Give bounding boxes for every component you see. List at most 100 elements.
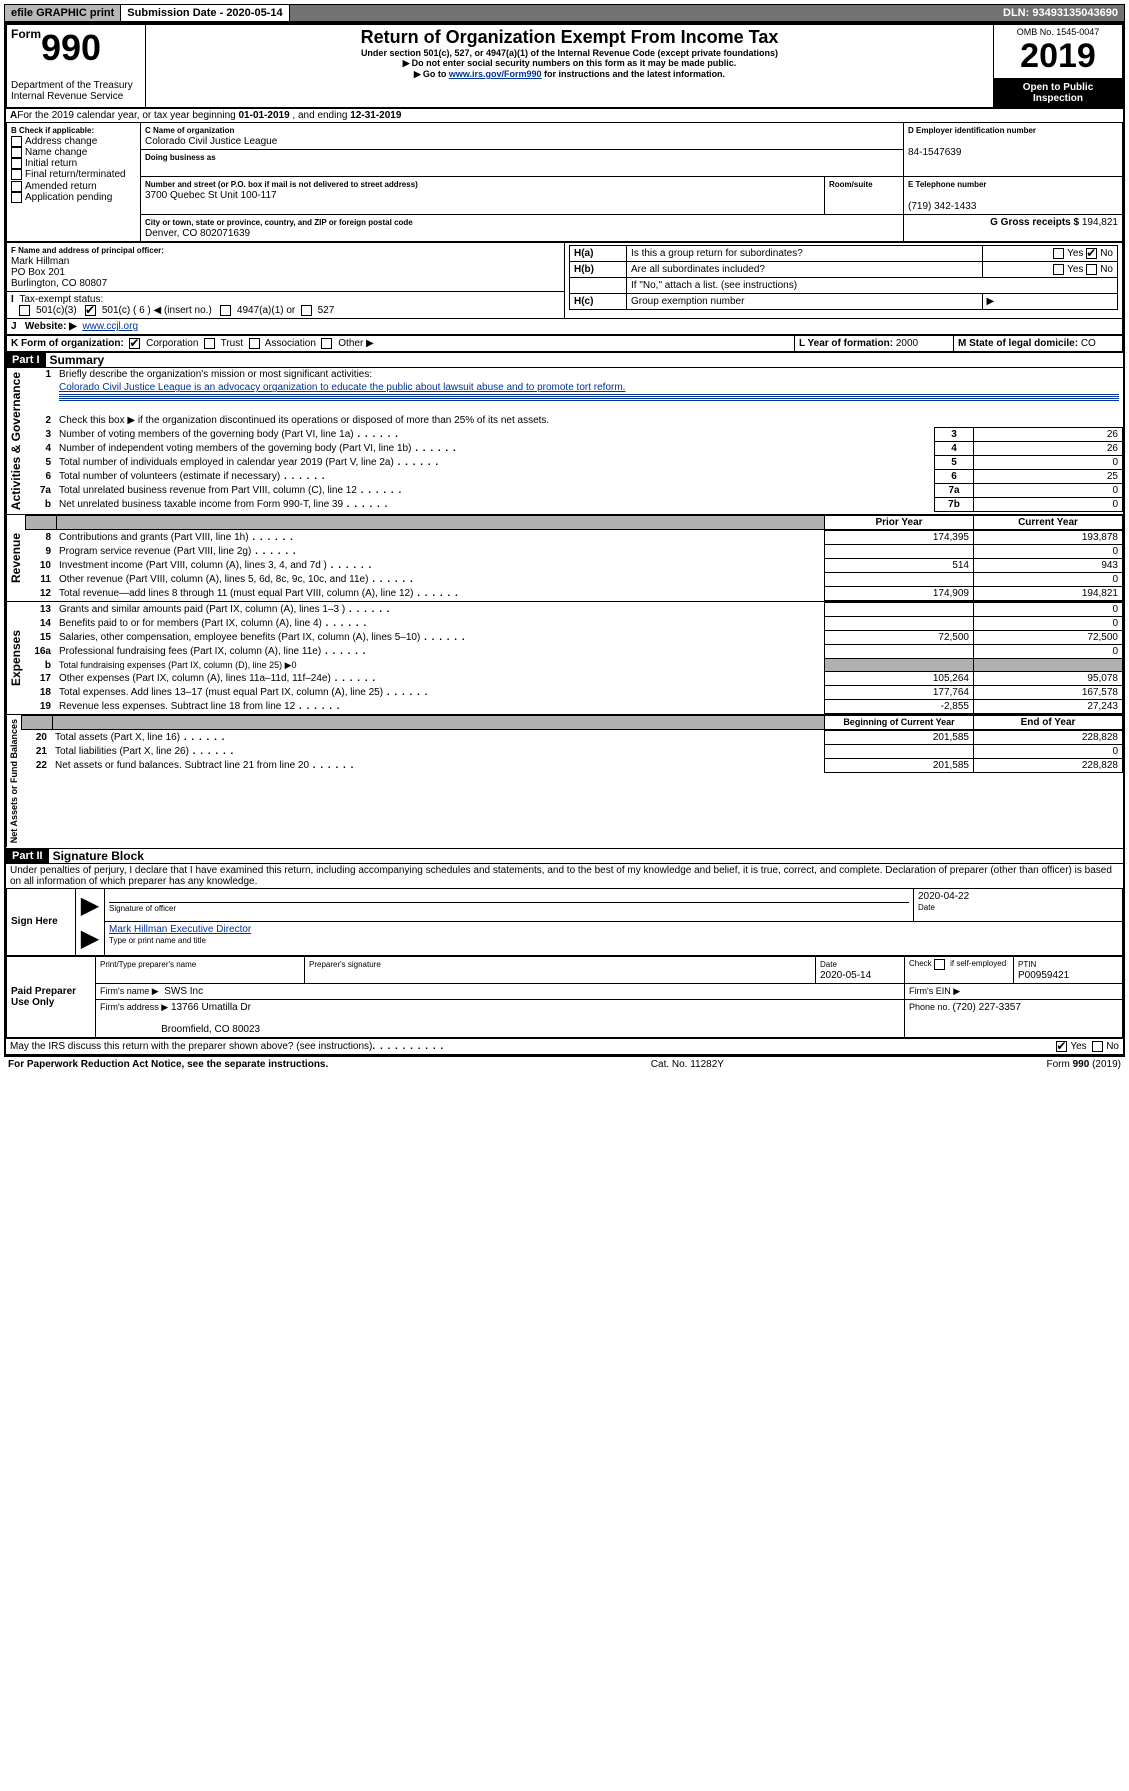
ptin: P00959421 xyxy=(1018,970,1069,981)
section-f-to-j: F Name and address of principal officer:… xyxy=(6,242,1123,335)
submission-date: Submission Date - 2020-05-14 xyxy=(121,5,289,21)
room-label: Room/suite xyxy=(829,180,873,189)
ha-no[interactable] xyxy=(1086,248,1097,259)
address-change-label: Address change xyxy=(25,136,97,147)
line-prior: 201,585 xyxy=(825,759,974,773)
instructions-link[interactable]: www.irs.gov/Form990 xyxy=(449,69,542,79)
vlabel-expenses: Expenses xyxy=(6,602,25,714)
line-num: 10 xyxy=(25,559,55,573)
sig-name-label: Type or print name and title xyxy=(109,936,206,945)
trust-label: Trust xyxy=(221,338,243,349)
line-box: 7b xyxy=(935,498,974,512)
ha-yes[interactable] xyxy=(1053,248,1064,259)
corp-label: Corporation xyxy=(146,338,198,349)
line-text: Total expenses. Add lines 13–17 (must eq… xyxy=(55,686,825,700)
line-prior: 177,764 xyxy=(825,686,974,700)
l-label: L Year of formation: xyxy=(799,338,896,349)
col-current: Current Year xyxy=(974,516,1123,530)
website-link[interactable]: www.ccjl.org xyxy=(82,321,138,332)
city: Denver, CO 802071639 xyxy=(145,228,250,239)
efile-label[interactable]: efile GRAPHIC print xyxy=(5,5,121,21)
527-label: 527 xyxy=(318,305,335,316)
line-num: 22 xyxy=(21,759,51,773)
line-prior xyxy=(825,617,974,631)
line-prior xyxy=(825,603,974,617)
j-label: Website: ▶ xyxy=(25,321,77,332)
501c3-checkbox[interactable] xyxy=(19,305,30,316)
line-grey xyxy=(825,659,974,672)
application-pending-label: Application pending xyxy=(25,192,112,203)
f-label: F Name and address of principal officer: xyxy=(11,246,164,255)
line-num: 5 xyxy=(25,456,55,470)
line-text: Total unrelated business revenue from Pa… xyxy=(55,484,935,498)
line-text: Net unrelated business taxable income fr… xyxy=(55,498,935,512)
line-prior: -2,855 xyxy=(825,700,974,714)
dept-treasury: Department of the Treasury xyxy=(11,80,133,91)
line-prior: 201,585 xyxy=(825,731,974,745)
assoc-label: Association xyxy=(265,338,316,349)
prep-date-label: Date xyxy=(820,960,837,969)
initial-return-checkbox[interactable] xyxy=(11,158,22,169)
subtitle-3-post: for instructions and the latest informat… xyxy=(542,69,726,79)
address-change-checkbox[interactable] xyxy=(11,136,22,147)
line-prior: 174,395 xyxy=(825,531,974,545)
line-current: 167,578 xyxy=(974,686,1123,700)
line-prior xyxy=(825,573,974,587)
section-k-to-m: K Form of organization: Corporation Trus… xyxy=(6,335,1123,352)
sign-arrow-icon: ▶ xyxy=(76,888,105,922)
assoc-checkbox[interactable] xyxy=(249,338,260,349)
line-value: 26 xyxy=(974,442,1123,456)
application-pending-checkbox[interactable] xyxy=(11,192,22,203)
other-checkbox[interactable] xyxy=(321,338,332,349)
line-value: 25 xyxy=(974,470,1123,484)
name-change-checkbox[interactable] xyxy=(11,147,22,158)
501c-checkbox[interactable] xyxy=(85,305,96,316)
line-current: 193,878 xyxy=(974,531,1123,545)
sign-here-label: Sign Here xyxy=(7,888,76,955)
line-num: b xyxy=(25,659,55,672)
line-num: 18 xyxy=(25,686,55,700)
subtitle-3-pre: Go to xyxy=(423,69,449,79)
corp-checkbox[interactable] xyxy=(129,338,140,349)
k-label: K Form of organization: xyxy=(11,338,124,349)
line-box: 6 xyxy=(935,470,974,484)
discuss-no[interactable] xyxy=(1092,1041,1103,1052)
org-name: Colorado Civil Justice League xyxy=(145,136,277,147)
527-checkbox[interactable] xyxy=(301,305,312,316)
dba-label: Doing business as xyxy=(145,153,216,162)
final-return-checkbox[interactable] xyxy=(11,169,22,180)
line-current: 943 xyxy=(974,559,1123,573)
line-text: Total number of individuals employed in … xyxy=(55,456,935,470)
line-prior: 72,500 xyxy=(825,631,974,645)
signature-block: Sign Here ▶ Signature of officer 2020-04… xyxy=(6,888,1123,956)
col-prior: Prior Year xyxy=(825,516,974,530)
firm-name: SWS Inc xyxy=(164,986,203,997)
c-name-label: C Name of organization xyxy=(145,126,234,135)
hb-note: If "No," attach a list. (see instruction… xyxy=(627,278,1118,294)
q2-text: Check this box ▶ if the organization dis… xyxy=(59,415,549,426)
footer-mid: Cat. No. 11282Y xyxy=(651,1059,724,1070)
line-num: b xyxy=(25,498,55,512)
line-text: Professional fundraising fees (Part IX, … xyxy=(55,645,825,659)
prep-check: Check if self-employed xyxy=(909,959,1006,968)
line-num: 20 xyxy=(21,731,51,745)
hb-no[interactable] xyxy=(1086,264,1097,275)
officer-name: Mark Hillman xyxy=(11,256,69,267)
501c-pre: 501(c) ( xyxy=(102,305,139,316)
hb-yes[interactable] xyxy=(1053,264,1064,275)
line-prior: 514 xyxy=(825,559,974,573)
line-text: Number of independent voting members of … xyxy=(55,442,935,456)
discuss-yes[interactable] xyxy=(1056,1041,1067,1052)
line-text: Total number of volunteers (estimate if … xyxy=(55,470,935,484)
line-box: 3 xyxy=(935,428,974,442)
line-num: 16a xyxy=(25,645,55,659)
self-employed-checkbox[interactable] xyxy=(934,959,945,970)
amended-return-checkbox[interactable] xyxy=(11,181,22,192)
final-return-label: Final return/terminated xyxy=(25,170,126,181)
trust-checkbox[interactable] xyxy=(204,338,215,349)
line-text: Total liabilities (Part X, line 26) xyxy=(51,745,825,759)
vlabel-governance: Activities & Governance xyxy=(6,368,25,514)
g-label: G Gross receipts $ xyxy=(990,217,1082,228)
4947-checkbox[interactable] xyxy=(220,305,231,316)
open-public: Open to Public Inspection xyxy=(994,79,1123,108)
